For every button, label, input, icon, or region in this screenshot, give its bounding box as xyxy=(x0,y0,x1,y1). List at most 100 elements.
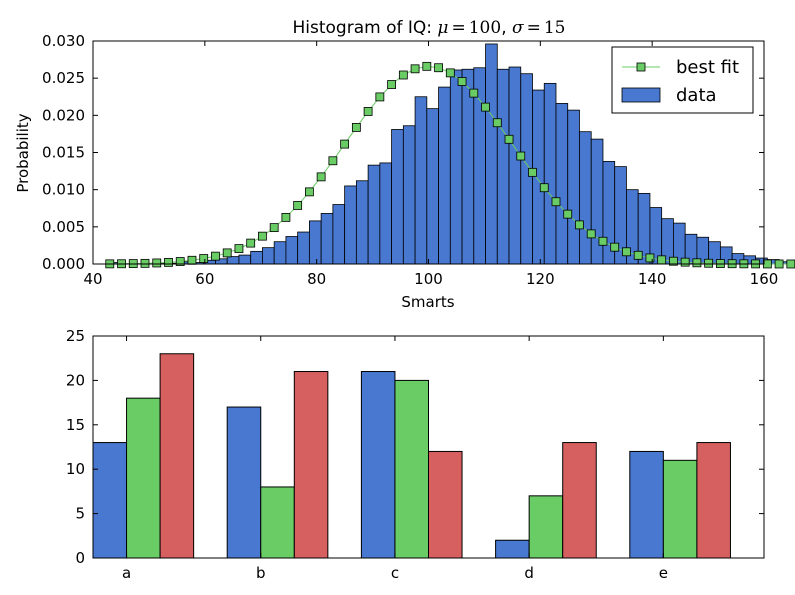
best-fit-marker xyxy=(246,238,256,248)
best-fit-marker xyxy=(222,248,232,258)
best-fit-line xyxy=(105,61,795,269)
best-fit-marker xyxy=(657,255,667,265)
best-fit-marker xyxy=(539,183,549,193)
best-fit-marker xyxy=(234,244,244,254)
title-sep: , xyxy=(501,18,512,38)
grouped-bar xyxy=(159,353,195,559)
grouped-xtick-label: a xyxy=(122,564,131,582)
best-fit-marker xyxy=(269,223,279,233)
histogram-bar xyxy=(543,82,557,265)
histogram-bar xyxy=(262,247,275,265)
histogram-xtick-label: 100 xyxy=(414,270,443,288)
grouped-bar xyxy=(662,459,698,559)
best-fit-marker xyxy=(481,102,490,112)
grouped-bar xyxy=(562,442,597,559)
best-fit-marker xyxy=(304,187,314,197)
grouped-frame xyxy=(92,335,765,559)
title-sigma-value: 15 xyxy=(544,18,566,38)
histogram-bar xyxy=(449,69,463,265)
best-fit-marker xyxy=(410,64,420,74)
best-fit-marker xyxy=(422,61,432,71)
grouped-bar xyxy=(126,397,161,559)
best-fit-marker xyxy=(786,259,795,269)
best-fit-marker xyxy=(140,258,150,268)
histogram-bar xyxy=(297,231,310,265)
histogram-bar xyxy=(579,131,592,265)
histogram-bar xyxy=(320,213,334,265)
best-fit-marker xyxy=(211,251,220,261)
grouped-bar xyxy=(629,450,664,559)
best-fit-marker xyxy=(598,236,608,246)
histogram-ytick-label: 0.020 xyxy=(42,106,85,124)
best-fit-marker xyxy=(328,156,338,166)
title-prefix: Histogram of IQ: xyxy=(293,18,438,38)
histogram-bar xyxy=(461,68,475,265)
grouped-ytick-label: 10 xyxy=(66,460,85,478)
grouped-ytick-label: 15 xyxy=(66,416,85,434)
best-fit-marker xyxy=(445,68,455,78)
histogram-bar xyxy=(355,180,369,265)
best-fit-marker xyxy=(669,256,678,266)
best-fit-marker xyxy=(504,134,514,144)
histogram-chart: Histogram of IQ: μ = 100, σ = 15 40 60 80 100 12… xyxy=(14,18,795,311)
histogram-ytick-label: 0.015 xyxy=(42,144,85,162)
best-fit-marker xyxy=(258,231,267,241)
histogram-bar xyxy=(426,108,439,265)
histogram-bar xyxy=(332,204,346,265)
histogram-ytick-label: 0.030 xyxy=(42,32,85,50)
best-fit-marker xyxy=(187,255,197,265)
grouped-bar xyxy=(428,450,463,559)
best-fit-marker xyxy=(164,257,173,267)
best-fit-marker xyxy=(152,258,162,268)
histogram-bar xyxy=(414,96,428,265)
histogram-ytick-label: 0.025 xyxy=(42,69,85,87)
histogram-bar xyxy=(508,66,522,265)
histogram-bar xyxy=(344,185,357,265)
legend: best fit data xyxy=(611,46,754,114)
histogram-ytick-label: 0.005 xyxy=(42,218,85,236)
histogram-xlabel: Smarts xyxy=(401,293,454,311)
histogram-xtick-label: 80 xyxy=(307,270,326,288)
title-mu-symbol: μ xyxy=(437,18,448,38)
legend-best-fit-marker xyxy=(636,62,646,72)
histogram-axes: 40 60 80 100 120 140 160 0.000 0.005 0.010 0.015 0.… xyxy=(42,32,778,288)
title-sigma-eq: = xyxy=(527,18,541,38)
best-fit-marker xyxy=(563,209,573,219)
histogram-ytick-label: 0.000 xyxy=(42,255,85,273)
best-fit-marker xyxy=(434,63,443,73)
histogram-bars xyxy=(109,43,795,265)
histogram-xtick-label: 120 xyxy=(526,270,555,288)
best-fit-marker xyxy=(692,258,702,268)
best-fit-marker xyxy=(622,247,631,257)
best-fit-marker xyxy=(516,151,526,161)
histogram-xtick-label: 40 xyxy=(83,270,102,288)
grouped-bars xyxy=(92,353,731,559)
grouped-bar xyxy=(696,442,731,559)
histogram-xtick-label: 140 xyxy=(638,270,667,288)
best-fit-marker xyxy=(363,107,373,116)
histogram-bar xyxy=(391,129,404,265)
grouped-axes: 0 5 10 15 20 25 a b c d e xyxy=(66,327,765,582)
histogram-bar xyxy=(485,43,498,265)
grouped-bar xyxy=(92,442,128,559)
best-fit-marker xyxy=(762,259,772,269)
best-fit-marker xyxy=(610,242,620,252)
histogram-bar xyxy=(567,109,580,265)
grouped-bar xyxy=(293,371,329,559)
grouped-bar xyxy=(528,495,564,559)
best-fit-marker xyxy=(551,197,561,207)
legend-best-fit-label: best fit xyxy=(676,57,739,78)
best-fit-marker xyxy=(199,254,209,263)
best-fit-marker xyxy=(457,77,467,86)
histogram-xtick-label: 60 xyxy=(195,270,214,288)
histogram-bar xyxy=(226,256,240,265)
grouped-bar-chart: 0 5 10 15 20 25 a b c d e xyxy=(66,327,765,582)
grouped-bar xyxy=(260,486,295,559)
histogram-bar xyxy=(238,254,252,265)
grouped-ytick-label: 25 xyxy=(66,327,85,345)
best-fit-marker xyxy=(375,92,385,102)
title-sigma-symbol: σ xyxy=(512,18,524,38)
best-fit-marker xyxy=(469,88,479,98)
histogram-bar xyxy=(379,162,392,265)
